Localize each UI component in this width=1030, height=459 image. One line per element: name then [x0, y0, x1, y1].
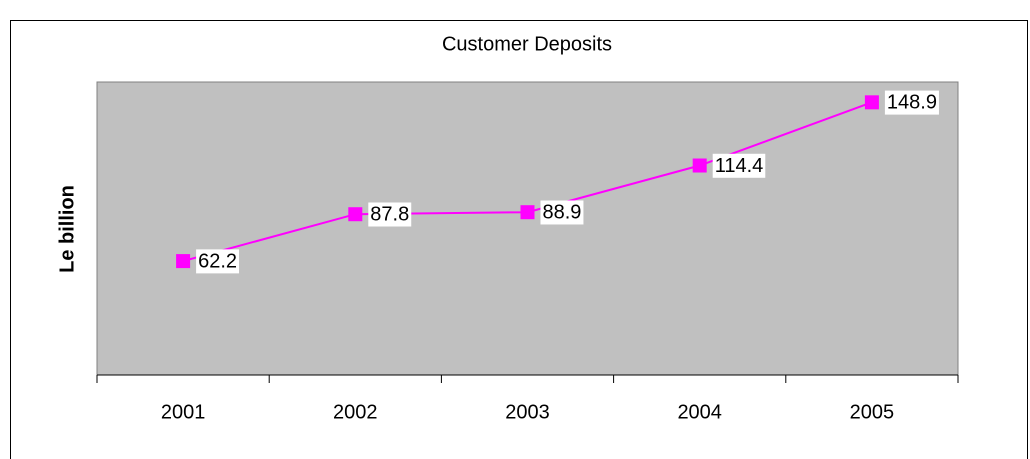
point-marker: [176, 254, 191, 269]
x-tick-label: 2005: [850, 401, 895, 423]
data-label: 114.4: [715, 155, 764, 177]
x-tick-label: 2001: [161, 401, 206, 423]
data-label-box: [196, 249, 240, 274]
x-tick-label: 2003: [505, 401, 550, 423]
plot-area: [96, 81, 959, 376]
data-label-box: [540, 200, 584, 225]
point-marker: [692, 158, 707, 173]
point-marker: [520, 205, 535, 220]
x-tick-label: 2002: [333, 401, 378, 423]
chart-title: Customer Deposits: [442, 33, 612, 55]
x-tick-label: 2004: [677, 401, 722, 423]
point-marker: [348, 207, 363, 222]
data-label: 148.9: [887, 92, 937, 114]
point-marker: [864, 95, 879, 110]
data-label: 62.2: [198, 250, 237, 272]
data-label: 88.9: [543, 201, 582, 223]
data-label-box: [884, 90, 939, 115]
data-label-box: [368, 202, 412, 227]
data-label: 87.8: [370, 203, 409, 225]
y-axis-label: Le billion: [56, 185, 78, 273]
data-label-box: [712, 153, 766, 178]
